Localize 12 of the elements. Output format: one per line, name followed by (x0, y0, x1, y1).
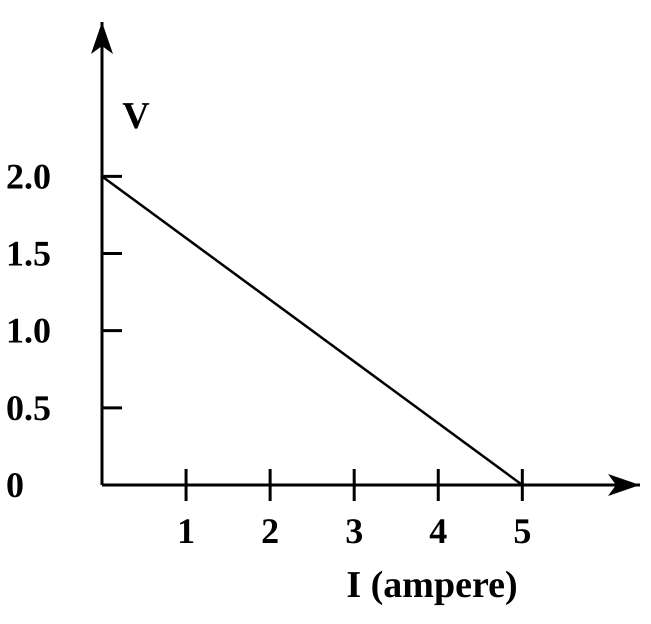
y-tick-label: 2.0 (6, 156, 51, 196)
y-tick-label: 0 (6, 465, 24, 505)
x-tick-label: 2 (261, 511, 280, 551)
x-tick-label: 4 (429, 511, 448, 551)
y-tick-label: 1.0 (6, 310, 51, 351)
y-tick-label: 0.5 (6, 388, 51, 428)
x-tick-label: 3 (345, 511, 364, 551)
x-tick-label: 5 (513, 511, 532, 551)
x-axis-title: I (ampere) (346, 564, 518, 606)
y-axis-title: V (122, 95, 150, 137)
x-tick-label: 1 (177, 511, 196, 551)
y-tick-label: 1.5 (6, 234, 51, 274)
